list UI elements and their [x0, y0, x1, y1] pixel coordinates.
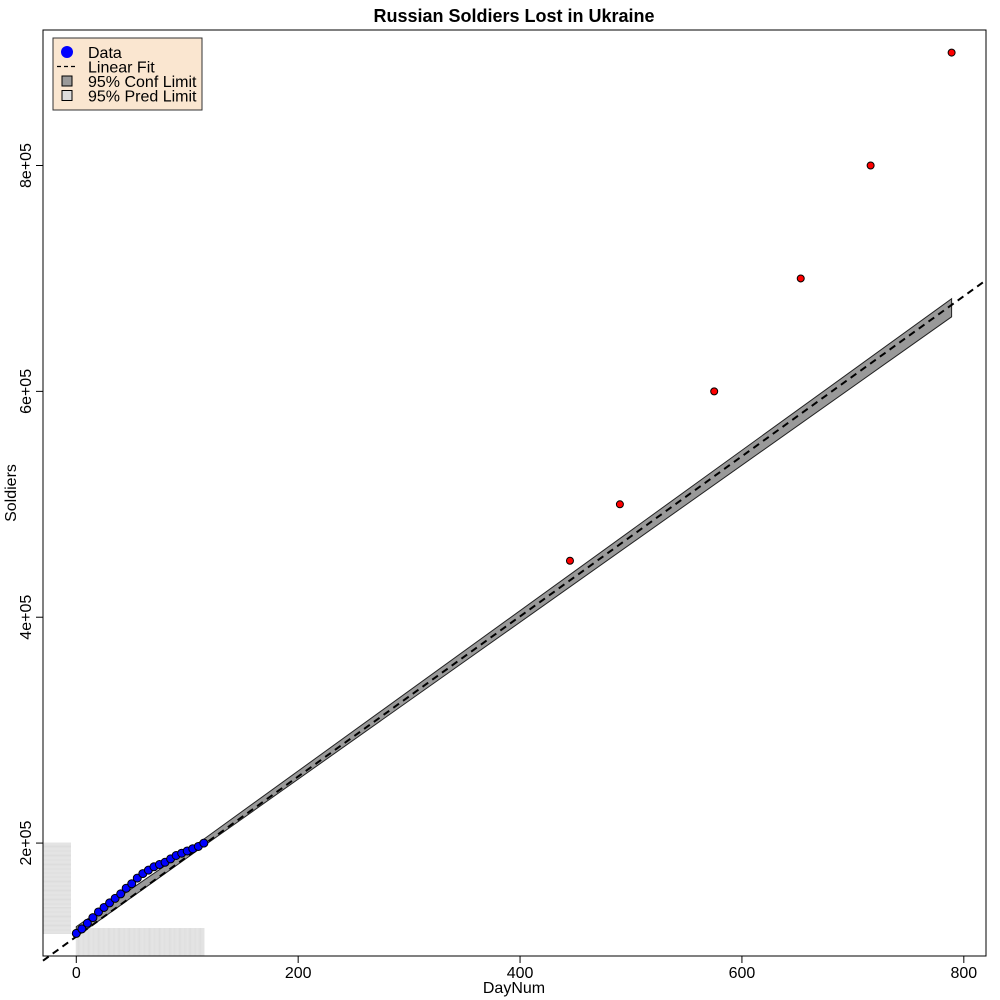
legend-label: Data — [88, 45, 122, 62]
data-point — [77, 924, 87, 934]
data-point — [82, 918, 92, 928]
legend-data-icon — [61, 46, 73, 58]
y-tick-label: 4e+05 — [18, 595, 35, 640]
predicted-point — [866, 161, 875, 170]
x-tick-label: 0 — [72, 965, 81, 982]
predicted-point — [565, 556, 574, 565]
data-point — [127, 879, 137, 889]
legend-label: Linear Fit — [88, 60, 155, 77]
legend-label: 95% Pred Limit — [88, 89, 197, 106]
legend-band-icon — [61, 75, 73, 87]
x-tick-label: 600 — [729, 965, 756, 982]
data-point — [116, 889, 126, 899]
predicted-point — [796, 274, 805, 283]
plot-layer — [42, 48, 987, 962]
predicted-point — [947, 48, 956, 57]
data-point — [88, 913, 98, 923]
legend-label: 95% Conf Limit — [88, 74, 197, 91]
y-tick-label: 2e+05 — [18, 821, 35, 866]
legend-band-icon — [61, 90, 73, 101]
predicted-point — [615, 500, 624, 509]
data-point — [199, 838, 209, 848]
x-tick-label: 800 — [950, 965, 977, 982]
y-tick-label: 8e+05 — [18, 143, 35, 188]
predicted-point — [710, 387, 719, 396]
x-tick-label: 200 — [285, 965, 312, 982]
x-tick-label: 400 — [507, 965, 534, 982]
y-axis-label: Soldiers — [3, 464, 20, 522]
x-axis-label: DayNum — [483, 980, 545, 997]
y-tick-label: 6e+05 — [18, 369, 35, 414]
plot-frame — [42, 29, 987, 957]
chart-title: Russian Soldiers Lost in Ukraine — [373, 6, 654, 26]
legend-box — [52, 37, 203, 111]
axes-layer: 0 200 400 600 800 2e+05 4e+05 6e+05 8e+05 — [18, 143, 977, 982]
